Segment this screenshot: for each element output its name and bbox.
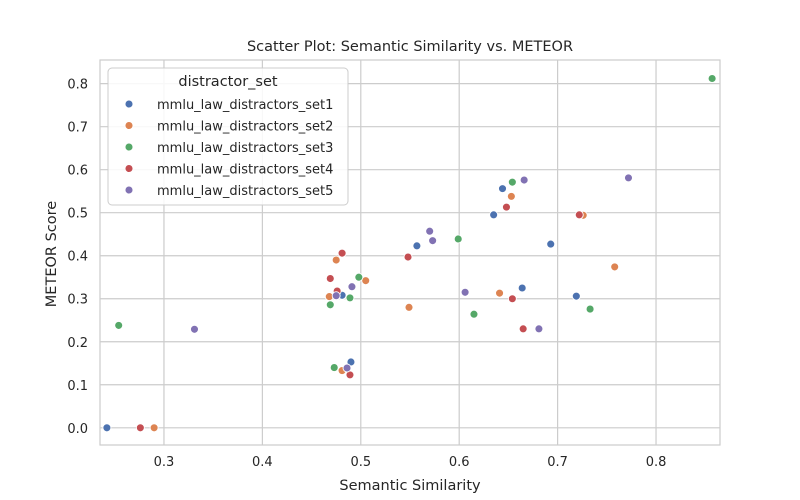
legend-label: mmlu_law_distractors_set4 (157, 163, 333, 178)
data-point-set1 (546, 239, 556, 249)
data-point-set5 (331, 291, 341, 301)
data-point-set1 (498, 184, 507, 194)
data-point-set5 (519, 175, 529, 185)
data-point-set5 (190, 324, 199, 334)
data-point-set3 (469, 309, 479, 319)
data-point-set3 (453, 234, 463, 244)
legend-marker (124, 99, 134, 109)
data-point-set1 (102, 423, 112, 433)
y-tick-label: 0.5 (67, 207, 88, 222)
x-tick-label: 0.3 (154, 455, 175, 470)
x-tick-label: 0.5 (350, 455, 371, 470)
legend-label: mmlu_law_distractors_set5 (157, 184, 333, 199)
x-tick-label: 0.6 (449, 455, 470, 470)
data-point-set2 (331, 255, 341, 265)
data-point-set1 (489, 210, 499, 220)
y-tick-label: 0.7 (67, 121, 88, 136)
x-axis-label: Semantic Similarity (339, 478, 481, 494)
y-tick-label: 0.6 (67, 164, 88, 179)
legend-marker (124, 164, 134, 173)
legend-title: distractor_set (178, 74, 278, 90)
data-point-set4 (403, 252, 413, 262)
data-points (102, 74, 717, 433)
data-point-set3 (345, 293, 355, 303)
data-point-set5 (460, 287, 470, 297)
data-point-set4 (325, 274, 335, 283)
data-point-set4 (518, 324, 528, 334)
data-point-set1 (412, 241, 422, 251)
data-point-set2 (506, 191, 516, 201)
y-tick-labels: 0.0 0.1 0.2 0.3 0.4 0.5 0.6 0.7 0.8 (67, 78, 88, 437)
y-tick-label: 0.0 (67, 422, 88, 437)
x-tick-label: 0.7 (547, 455, 568, 470)
data-point-set2 (149, 423, 159, 433)
data-point-set2 (361, 276, 371, 286)
data-point-set5 (347, 282, 357, 292)
data-point-set3 (507, 177, 517, 187)
data-point-set3 (585, 304, 595, 314)
data-point-set4 (337, 248, 347, 258)
data-point-set5 (624, 173, 633, 183)
legend-label: mmlu_law_distractors_set3 (157, 141, 333, 156)
data-point-set1 (517, 283, 527, 293)
data-point-set4 (507, 294, 517, 304)
data-point-set3 (325, 300, 335, 310)
data-point-set5 (534, 324, 544, 334)
legend-items: mmlu_law_distractors_set1 mmlu_law_distra… (124, 98, 333, 199)
legend-marker (124, 142, 134, 152)
y-tick-label: 0.8 (67, 78, 88, 93)
y-tick-label: 0.4 (67, 250, 88, 265)
data-point-set5 (342, 363, 352, 373)
y-tick-label: 0.3 (67, 293, 88, 308)
legend-label: mmlu_law_distractors_set2 (157, 120, 333, 135)
data-point-set3 (354, 272, 364, 282)
data-point-set4 (501, 202, 511, 212)
y-tick-label: 0.1 (67, 379, 88, 394)
x-tick-label: 0.4 (252, 455, 273, 470)
data-point-set3 (329, 363, 339, 373)
data-point-set2 (610, 262, 620, 272)
x-tick-label: 0.8 (646, 455, 667, 470)
x-tick-labels: 0.3 0.4 0.5 0.6 0.7 0.8 (154, 455, 667, 470)
data-point-set4 (574, 210, 584, 220)
legend: distractor_set mmlu_law_distractors_set1… (107, 67, 349, 206)
data-point-set3 (114, 320, 124, 330)
y-tick-label: 0.2 (67, 336, 88, 351)
legend-label: mmlu_law_distractors_set1 (157, 98, 333, 113)
data-point-set5 (428, 236, 438, 246)
data-point-set1 (571, 291, 581, 301)
chart-title: Scatter Plot: Semantic Similarity vs. ME… (247, 39, 573, 55)
legend-marker (124, 185, 134, 195)
data-point-set3 (707, 74, 717, 83)
data-point-set4 (135, 423, 145, 433)
data-point-set2 (404, 302, 414, 312)
data-point-set5 (425, 226, 435, 236)
data-point-set2 (495, 288, 505, 298)
legend-frame (107, 67, 349, 206)
legend-marker (124, 121, 134, 130)
y-axis-label: METEOR Score (44, 201, 60, 307)
